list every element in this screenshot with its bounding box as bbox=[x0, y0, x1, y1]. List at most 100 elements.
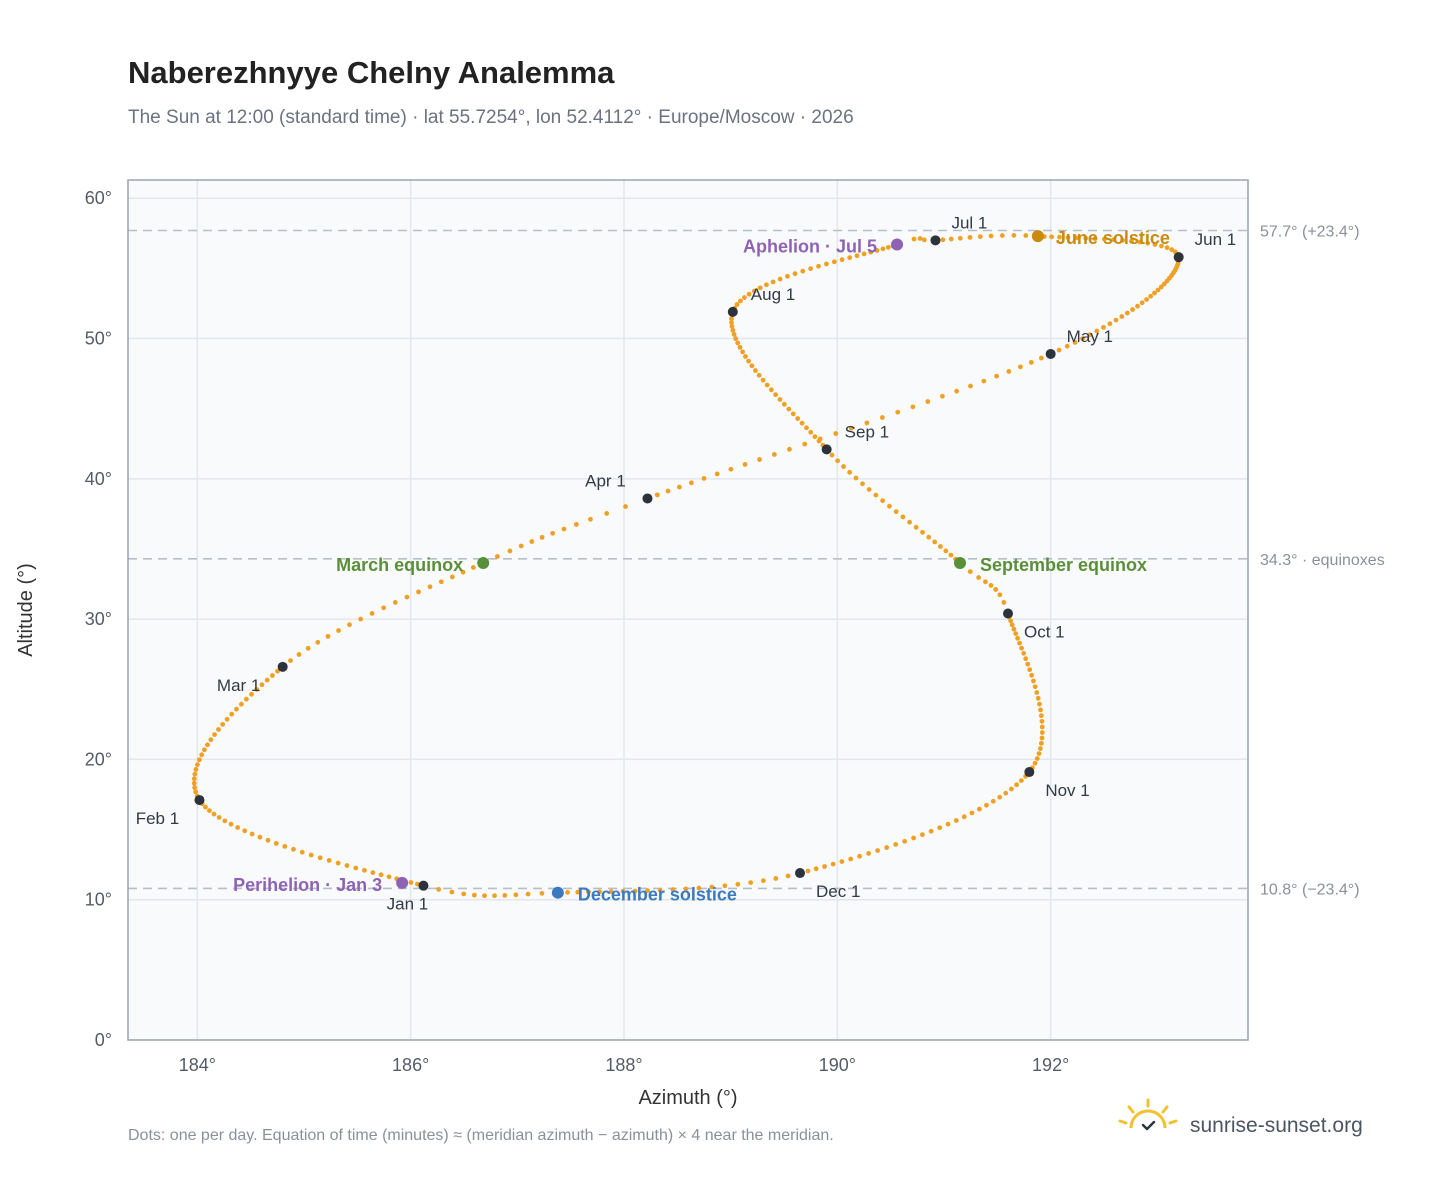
day-dot bbox=[539, 890, 545, 896]
day-dot bbox=[525, 891, 531, 897]
event-label: September equinox bbox=[980, 555, 1147, 575]
y-tick-label: 60° bbox=[85, 188, 112, 208]
day-dot bbox=[265, 837, 271, 843]
day-dot bbox=[370, 870, 376, 876]
day-dot bbox=[954, 388, 960, 394]
day-dot bbox=[494, 554, 500, 559]
day-dot bbox=[969, 810, 975, 816]
y-tick-label: 50° bbox=[85, 329, 112, 349]
day-dot bbox=[216, 727, 221, 732]
day-dot bbox=[665, 488, 671, 494]
day-dot bbox=[191, 780, 197, 786]
day-dot bbox=[714, 471, 720, 477]
x-tick-label: 190° bbox=[819, 1055, 856, 1075]
day-dot bbox=[1072, 339, 1078, 345]
brand-name: sunrise-sunset.org bbox=[1190, 1114, 1363, 1137]
day-dot bbox=[1092, 236, 1098, 241]
day-dot bbox=[813, 866, 819, 872]
day-dot bbox=[746, 291, 752, 297]
reference-line-label: 10.8° (−23.4°) bbox=[1260, 881, 1360, 898]
event-marker bbox=[1031, 230, 1044, 243]
day-dot bbox=[1013, 631, 1019, 636]
day-dot bbox=[920, 832, 925, 838]
month-marker bbox=[1045, 348, 1056, 359]
day-dot bbox=[529, 539, 535, 544]
day-dot bbox=[1130, 307, 1135, 312]
day-dot bbox=[893, 509, 899, 515]
day-dot bbox=[222, 818, 228, 824]
month-marker bbox=[795, 868, 805, 879]
day-dot bbox=[1038, 713, 1044, 719]
day-dot bbox=[1087, 332, 1093, 338]
day-dot bbox=[1034, 756, 1040, 761]
day-dot bbox=[777, 276, 783, 282]
month-label: Feb 1 bbox=[136, 809, 179, 828]
day-dot bbox=[196, 757, 202, 763]
day-dot bbox=[997, 794, 1003, 800]
day-dot bbox=[940, 393, 945, 399]
day-dot bbox=[976, 575, 982, 580]
day-dot bbox=[1034, 690, 1040, 695]
day-dot bbox=[928, 828, 934, 834]
day-dot bbox=[853, 475, 859, 481]
day-dot bbox=[1074, 235, 1080, 241]
day-dot bbox=[757, 285, 763, 291]
day-dot bbox=[1152, 290, 1157, 296]
day-dot bbox=[734, 302, 740, 307]
day-dot bbox=[1065, 235, 1071, 240]
day-dot bbox=[683, 886, 689, 892]
month-label: Nov 1 bbox=[1045, 781, 1089, 800]
day-dot bbox=[792, 271, 798, 277]
day-dot bbox=[461, 891, 467, 897]
day-dot bbox=[756, 372, 762, 378]
day-dot bbox=[854, 253, 860, 259]
day-dot bbox=[191, 776, 197, 782]
day-dot bbox=[983, 579, 988, 585]
day-dot bbox=[436, 886, 442, 892]
event-label: December solstice bbox=[578, 885, 737, 905]
day-dot bbox=[1159, 243, 1164, 249]
day-dot bbox=[830, 861, 836, 867]
day-dot bbox=[282, 843, 288, 849]
day-dot bbox=[657, 887, 663, 893]
day-dot bbox=[193, 789, 199, 795]
month-markers: Jan 1 Feb 1 Mar 1 Apr 1 May 1 Jun 1 Jul 1 Aug 1… bbox=[136, 213, 1237, 913]
day-dot bbox=[1094, 328, 1100, 334]
day-dot bbox=[1011, 626, 1017, 632]
day-dot bbox=[1009, 786, 1014, 792]
day-dot bbox=[1124, 310, 1130, 316]
event-label: Perihelion · Jan 3 bbox=[233, 875, 382, 895]
day-dot bbox=[416, 589, 421, 595]
day-dot bbox=[1083, 235, 1089, 241]
day-dot bbox=[305, 645, 311, 651]
day-dot bbox=[945, 821, 951, 827]
month-label: Aug 1 bbox=[751, 285, 795, 304]
month-label: Apr 1 bbox=[585, 471, 626, 490]
plot-frame bbox=[127, 179, 1249, 1041]
day-dot bbox=[1145, 240, 1151, 246]
day-dot bbox=[588, 516, 593, 522]
day-dot bbox=[742, 462, 748, 467]
day-dot bbox=[742, 295, 747, 300]
day-dot bbox=[212, 732, 217, 737]
month-marker bbox=[1024, 767, 1035, 778]
day-dot bbox=[757, 457, 762, 462]
day-dot bbox=[269, 673, 275, 678]
month-label: Oct 1 bbox=[1024, 623, 1065, 642]
day-dot bbox=[816, 438, 822, 444]
day-dot bbox=[1014, 782, 1020, 788]
day-dot bbox=[192, 771, 198, 777]
day-dot bbox=[1038, 707, 1043, 713]
reference-line-label: 57.7° (+23.4°) bbox=[1260, 224, 1360, 241]
day-dot bbox=[670, 887, 676, 893]
x-tick-label: 184° bbox=[179, 1055, 216, 1075]
day-dot bbox=[911, 835, 917, 841]
day-dot bbox=[988, 233, 994, 239]
day-dot bbox=[864, 420, 870, 426]
day-dot bbox=[369, 610, 375, 616]
day-dot bbox=[1008, 618, 1014, 624]
day-dot bbox=[195, 762, 200, 768]
sun-logo-icon bbox=[1118, 1098, 1178, 1131]
day-dot bbox=[242, 828, 248, 834]
